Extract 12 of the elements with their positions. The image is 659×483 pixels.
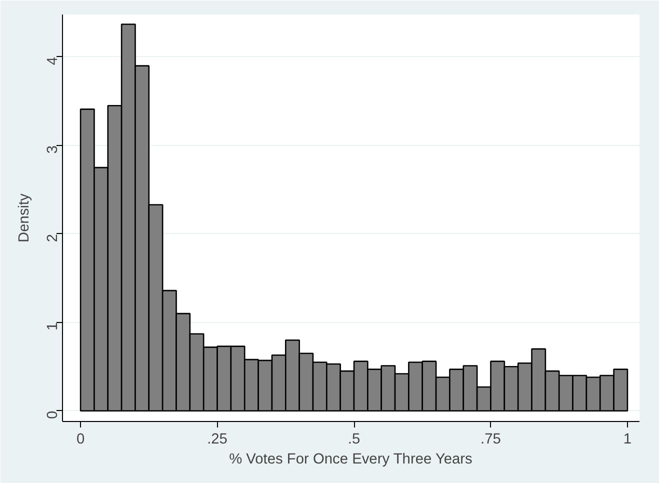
y-axis-title: Density: [16, 192, 32, 242]
y-tick-label: 0: [45, 410, 61, 420]
x-tick-label: 0: [76, 432, 85, 448]
x-tick-label: .25: [207, 432, 228, 448]
x-axis-title: % Votes For Once Every Three Years: [229, 452, 472, 468]
y-tick-label: 1: [45, 322, 61, 331]
x-tick-label: 1: [623, 432, 632, 448]
x-tick-label: .75: [480, 432, 501, 448]
x-tick-label: .5: [348, 432, 360, 448]
y-tick-label: 4: [45, 56, 61, 66]
y-tick-label: 3: [45, 145, 61, 154]
y-tick-label: 2: [45, 234, 61, 242]
